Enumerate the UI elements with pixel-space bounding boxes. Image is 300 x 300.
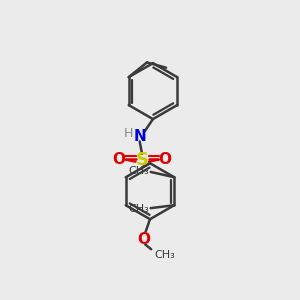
Text: O: O [137, 232, 150, 247]
Text: CH₃: CH₃ [155, 250, 176, 260]
Text: H: H [124, 127, 133, 140]
Text: N: N [133, 129, 146, 144]
Text: CH₃: CH₃ [128, 204, 149, 214]
Text: CH₃: CH₃ [128, 166, 149, 176]
Text: O: O [112, 152, 126, 166]
Text: S: S [136, 151, 148, 169]
Text: O: O [158, 152, 172, 166]
